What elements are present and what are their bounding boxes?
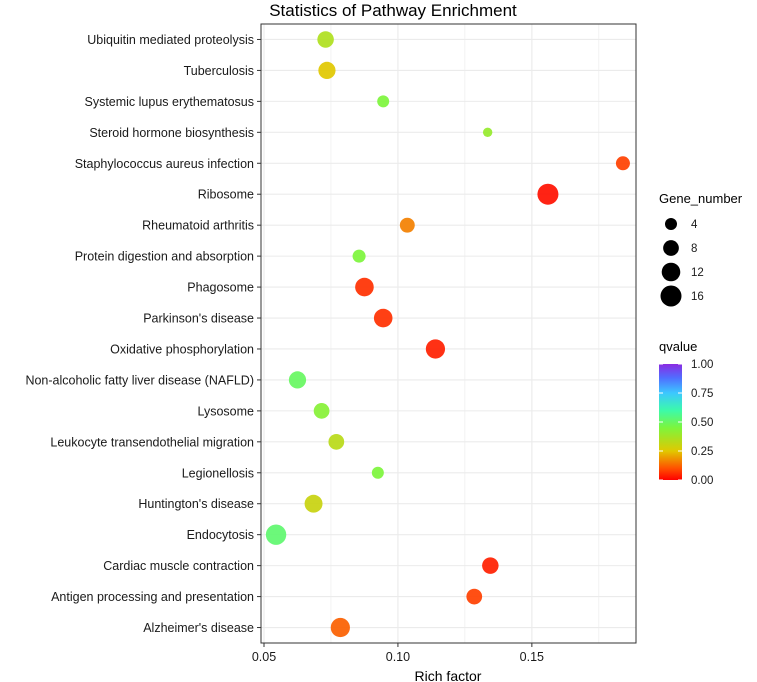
data-point <box>373 308 393 328</box>
y-tick-label: Phagosome <box>187 281 254 295</box>
y-tick-label: Endocytosis <box>187 528 254 542</box>
y-tick-label: Rheumatoid arthritis <box>142 219 254 233</box>
color-legend-label: 0.75 <box>691 388 713 400</box>
y-tick-label: Tuberculosis <box>184 64 254 78</box>
color-legend-label: 0.50 <box>691 417 713 429</box>
plot-border <box>260 23 637 644</box>
data-point <box>377 95 390 108</box>
size-legend-label: 8 <box>691 243 697 255</box>
data-point <box>330 617 350 638</box>
color-legend-label: 0.25 <box>691 446 713 458</box>
y-axis-labels: Ubiquitin mediated proteolysis Tuberculos… <box>25 33 261 635</box>
data-point <box>352 249 366 263</box>
y-tick-label: Oxidative phosphorylation <box>110 342 254 356</box>
data-point <box>265 524 287 545</box>
color-legend-title: qvalue <box>659 339 697 354</box>
y-tick-label: Antigen processing and presentation <box>51 590 254 604</box>
size-legend-marker <box>665 218 677 230</box>
size-legend-label: 12 <box>691 267 704 279</box>
size-legend-label: 4 <box>691 219 698 231</box>
data-point <box>425 339 446 359</box>
y-tick-label: Legionellosis <box>182 466 254 480</box>
x-tick-label: 0.15 <box>520 650 544 664</box>
data-point <box>317 31 334 48</box>
color-legend: qvalue 1.00 0.75 0.50 0.25 0.00 <box>659 339 713 487</box>
data-point <box>537 183 559 205</box>
data-point <box>482 557 499 574</box>
size-legend: Gene_number 4 8 12 16 <box>659 191 743 307</box>
data-point <box>304 494 323 513</box>
data-point <box>466 588 483 605</box>
y-tick-label: Protein digestion and absorption <box>75 250 254 264</box>
x-tick-label: 0.10 <box>386 650 410 664</box>
y-tick-label: Cardiac muscle contraction <box>103 559 254 573</box>
y-tick-label: Staphylococcus aureus infection <box>75 157 254 171</box>
data-point <box>313 403 330 419</box>
color-legend-label: 0.00 <box>691 475 713 487</box>
color-legend-bar <box>659 364 682 480</box>
y-tick-label: Non-alcoholic fatty liver disease (NAFLD… <box>25 373 254 387</box>
y-tick-label: Systemic lupus erythematosus <box>84 95 254 109</box>
data-point <box>355 277 374 297</box>
data-point <box>328 433 345 450</box>
y-tick-label: Steroid hormone biosynthesis <box>89 126 254 140</box>
chart-title: Statistics of Pathway Enrichment <box>269 1 517 20</box>
y-tick-label: Ubiquitin mediated proteolysis <box>87 33 254 47</box>
y-tick-label: Alzheimer's disease <box>143 621 254 635</box>
y-tick-label: Parkinson's disease <box>143 312 254 326</box>
size-legend-label: 16 <box>691 291 704 303</box>
y-tick-label: Lysosome <box>197 404 254 418</box>
data-point <box>615 156 630 171</box>
grid-lines <box>261 24 636 643</box>
size-legend-marker <box>663 240 679 256</box>
data-point <box>371 466 384 479</box>
y-tick-label: Ribosome <box>198 188 254 202</box>
size-legend-title: Gene_number <box>659 191 743 206</box>
x-axis-ticks: 0.05 0.10 0.15 <box>252 643 544 664</box>
color-legend-label: 1.00 <box>691 359 713 371</box>
data-points <box>265 31 630 638</box>
x-tick-label: 0.05 <box>252 650 276 664</box>
size-legend-marker <box>661 262 681 282</box>
data-point <box>318 61 336 80</box>
data-point <box>399 217 415 233</box>
data-point <box>288 371 307 389</box>
plot-panel <box>261 24 636 643</box>
y-tick-label: Leukocyte transendothelial migration <box>50 435 254 449</box>
y-tick-label: Huntington's disease <box>138 497 254 511</box>
x-axis-title: Rich factor <box>415 668 482 682</box>
size-legend-marker <box>660 285 682 307</box>
data-point <box>482 127 493 138</box>
